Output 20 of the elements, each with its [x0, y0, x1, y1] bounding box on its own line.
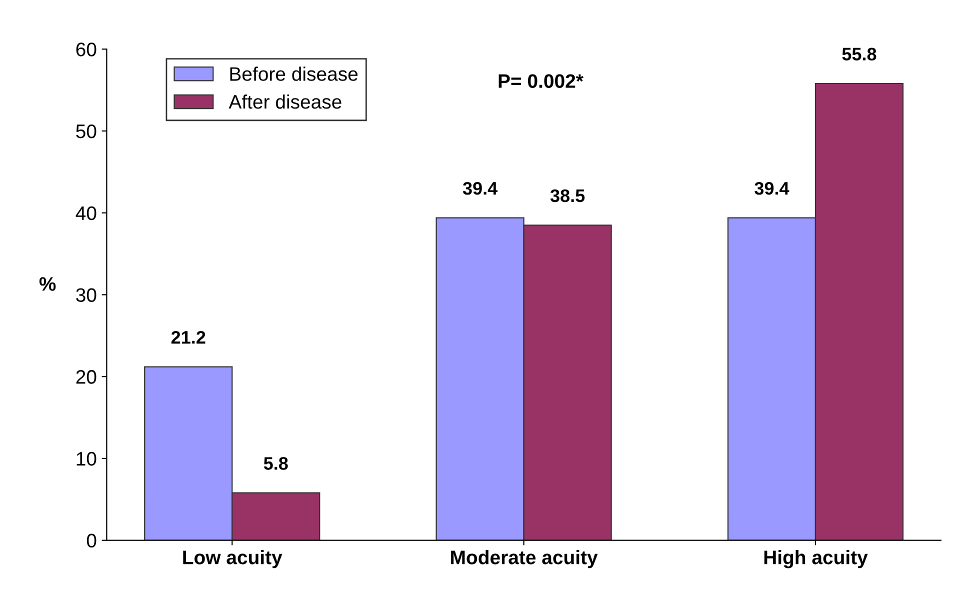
x-tick-label: Moderate acuity	[451, 550, 598, 568]
y-tick-label: 10	[76, 452, 96, 466]
y-tick-label: 40	[76, 206, 96, 220]
x-tick-label: Low acuity	[183, 550, 282, 568]
y-tick-label: 0	[86, 534, 96, 548]
data-label: 5.8	[264, 457, 288, 470]
legend-label: After disease	[228, 94, 342, 109]
y-tick-label: 20	[76, 370, 96, 384]
y-tick-label: 60	[76, 42, 96, 56]
data-label: 38.5	[550, 189, 585, 202]
y-axis-title: %	[39, 277, 56, 291]
data-label: 55.8	[842, 48, 876, 60]
y-tick-label: 50	[76, 124, 96, 138]
data-label: 21.2	[171, 330, 206, 344]
data-label: 39.4	[462, 182, 498, 195]
y-tick-label: 30	[76, 288, 96, 302]
x-tick-label: High acuity	[764, 550, 868, 568]
annotation: P= 0.002*	[498, 74, 584, 88]
data-label: 39.4	[754, 182, 790, 195]
legend-label: Before disease	[230, 66, 358, 81]
